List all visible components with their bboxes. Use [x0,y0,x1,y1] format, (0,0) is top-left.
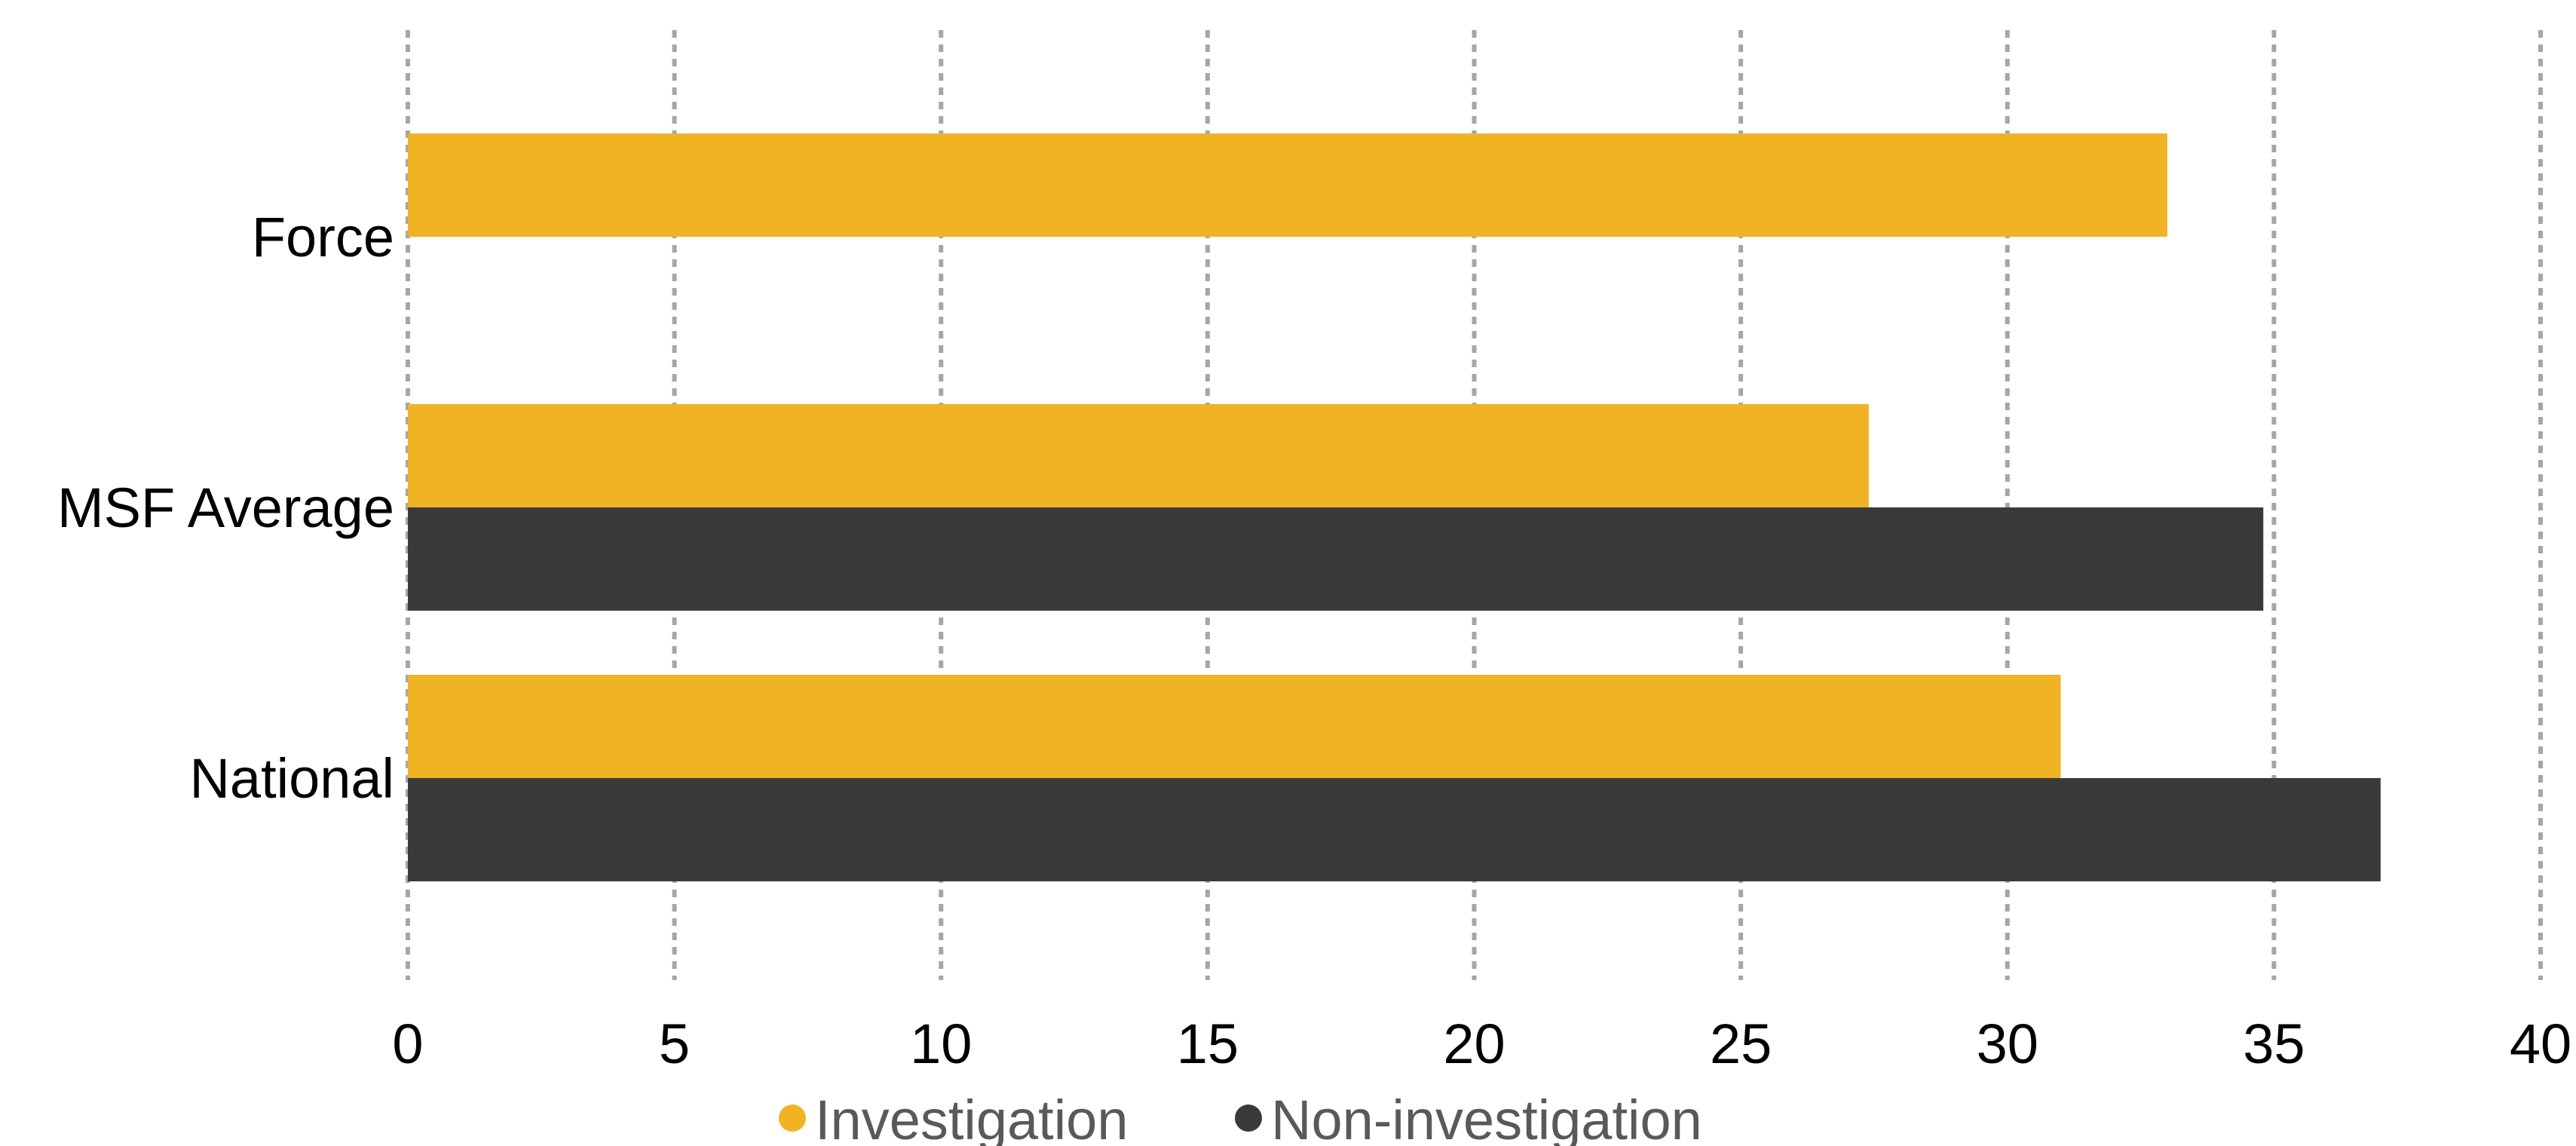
bar-investigation-national [408,675,2061,778]
x-tick-label: 15 [1177,1013,1239,1075]
x-tick-label: 40 [2510,1013,2571,1075]
x-tick-label: 25 [1710,1013,1772,1075]
category-axis-labels: Force MSF Average National [57,206,394,810]
x-tick-label: 35 [2243,1013,2305,1075]
x-tick-label: 20 [1443,1013,1505,1075]
x-tick-label: 5 [659,1013,690,1075]
bar-non-investigation-national [408,778,2381,881]
category-label: National [189,747,394,810]
category-label: Force [252,206,394,268]
legend-item-non-investigation[interactable]: Non-investigation [1235,1089,1702,1146]
x-tick-label: 30 [1977,1013,2038,1075]
legend-label: Investigation [815,1089,1129,1146]
x-tick-label: 0 [392,1013,423,1075]
category-label: MSF Average [57,476,394,539]
legend-swatch [1235,1105,1262,1132]
bar-non-investigation-msf-average [408,507,2264,611]
bars [408,133,2381,881]
bar-investigation-msf-average [408,404,1869,507]
bar-investigation-force [408,133,2167,237]
legend-swatch [779,1105,806,1132]
legend-label: Non-investigation [1271,1089,1702,1146]
legend[interactable]: Investigation Non-investigation [779,1089,1702,1146]
x-axis-tick-labels: 0 5 10 15 20 25 30 35 40 [392,1013,2571,1075]
x-tick-label: 10 [910,1013,972,1075]
legend-item-investigation[interactable]: Investigation [779,1089,1129,1146]
